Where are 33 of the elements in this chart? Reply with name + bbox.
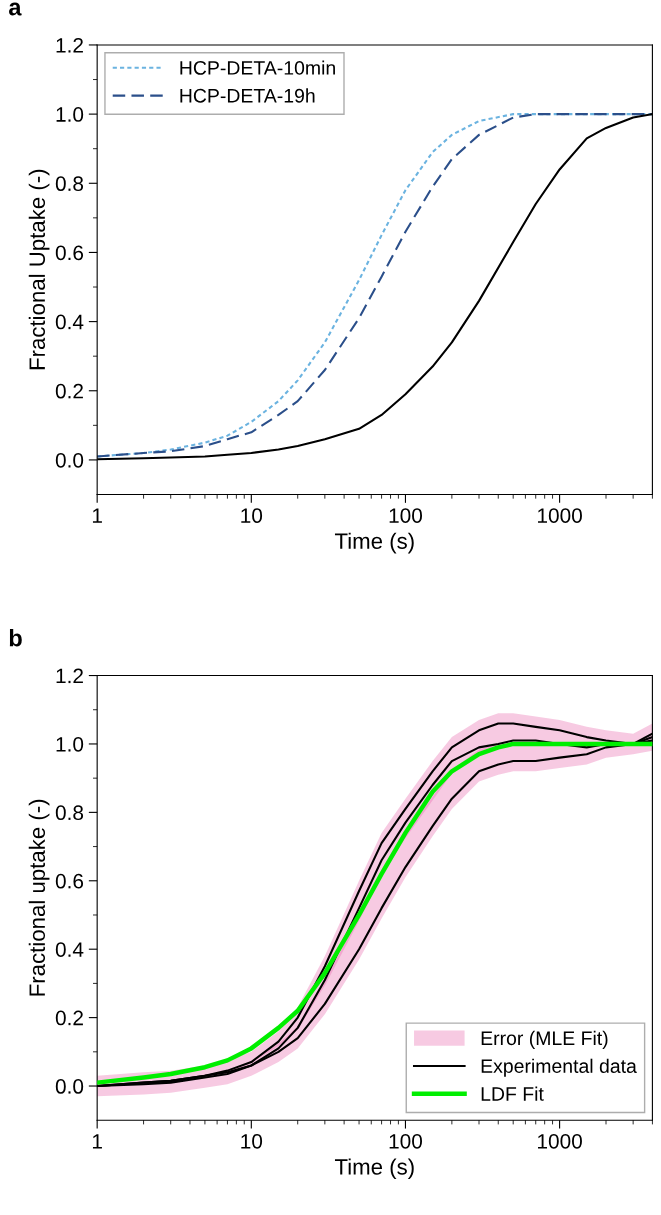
- y-tick-label: 0.8: [55, 805, 84, 821]
- legend-label: HCP-DETA-19h: [180, 88, 315, 103]
- y-axis-title: Fractional uptake (-): [28, 799, 50, 996]
- x-tick-label: 1: [92, 508, 102, 523]
- y-tick-label: 0.0: [55, 452, 84, 468]
- x-axis-title: Time (s): [334, 532, 414, 554]
- y-tick-label: 1.0: [56, 107, 84, 122]
- x-tick-label: 1: [92, 1134, 102, 1149]
- x-tick-label: 10: [241, 508, 263, 523]
- y-tick-label: 0.4: [55, 942, 84, 957]
- y-tick-label: 1.2: [56, 37, 83, 53]
- legend-label: HCP-DETA-10min: [180, 60, 335, 75]
- x-axis-title: Time (s): [334, 1158, 414, 1180]
- y-tick-label: 0.0: [55, 1079, 84, 1094]
- y-tick-label: 0.2: [55, 1010, 83, 1026]
- x-tick-label: 100: [389, 508, 423, 523]
- chart-title: b: [9, 629, 22, 647]
- legend-label: LDF Fit: [481, 1086, 544, 1101]
- y-tick-label: 1.0: [56, 736, 84, 752]
- y-axis-title: Fractional Uptake (-): [28, 169, 50, 370]
- y-tick-label: 0.8: [55, 176, 84, 192]
- y-tick-label: 0.2: [55, 383, 83, 399]
- legend-label: Experimental data: [481, 1058, 637, 1077]
- x-tick-label: 1000: [538, 508, 582, 523]
- x-tick-label: 10: [241, 1133, 263, 1149]
- y-tick-label: 1.2: [56, 668, 83, 684]
- y-tick-label: 0.4: [55, 314, 84, 330]
- legend-label: Error (MLE Fit): [481, 1030, 608, 1049]
- y-tick-label: 0.6: [55, 245, 84, 261]
- chart-title: a: [9, 2, 22, 16]
- x-tick-label: 100: [389, 1133, 423, 1149]
- x-tick-label: 1000: [538, 1133, 582, 1149]
- y-tick-label: 0.6: [55, 873, 84, 889]
